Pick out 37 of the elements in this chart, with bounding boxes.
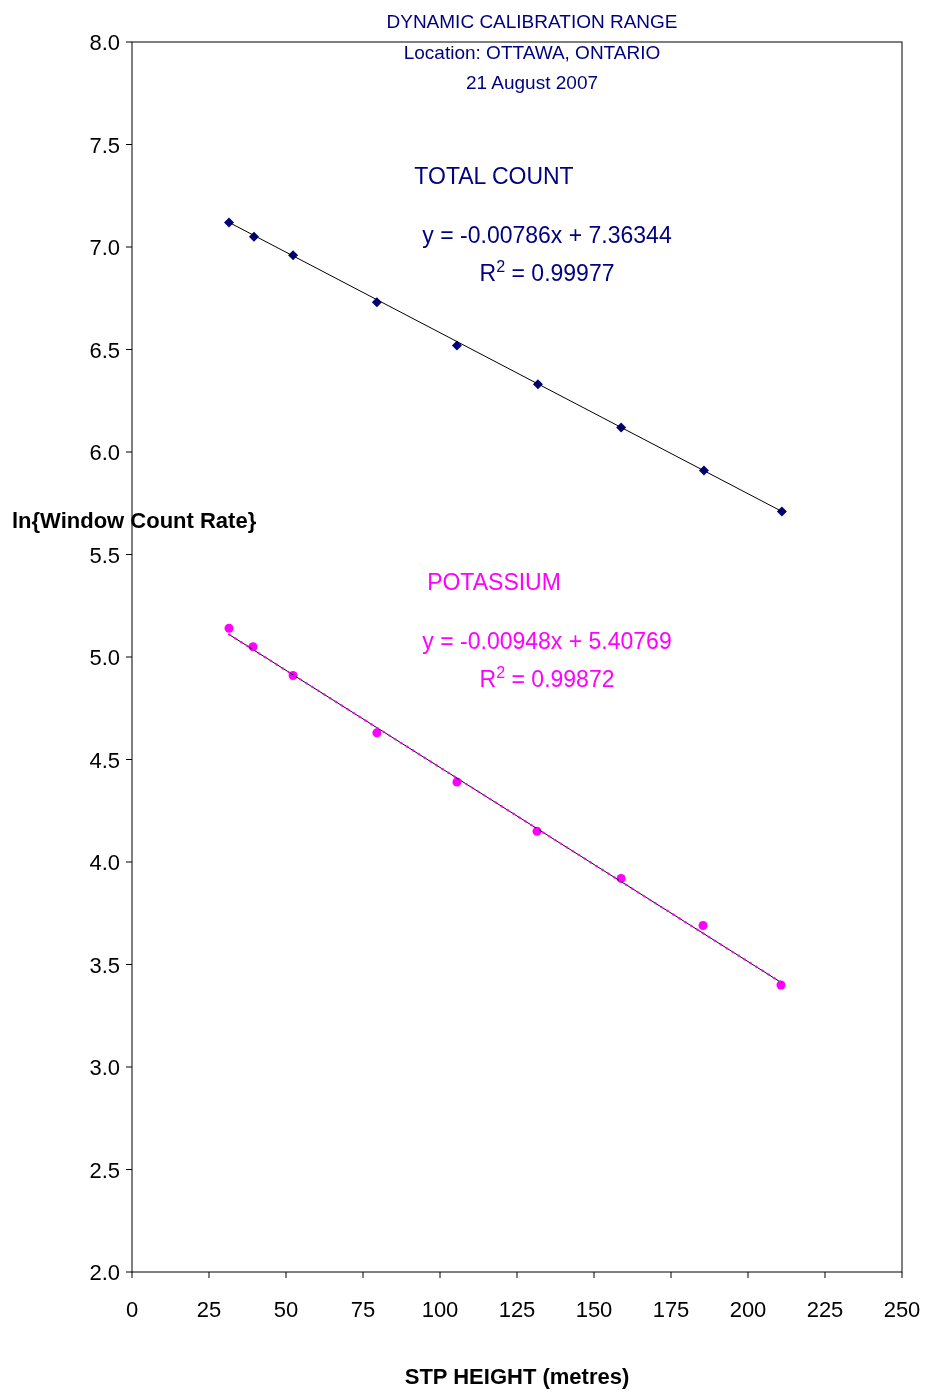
y-tick-label: 6.0 bbox=[89, 440, 120, 465]
y-tick-label: 8.0 bbox=[89, 30, 120, 55]
chart-title: DYNAMIC CALIBRATION RANGE bbox=[386, 11, 678, 32]
y-tick-label: 5.5 bbox=[89, 542, 120, 568]
text: POTASSIUM bbox=[427, 569, 561, 596]
y-tick-label: 4.5 bbox=[89, 747, 120, 773]
y-tick-label: 6.5 bbox=[89, 337, 120, 363]
y-tick-label: 7.0 bbox=[89, 235, 120, 260]
x-tick-label: 125 bbox=[498, 1297, 536, 1322]
x-tick-label: 225 bbox=[806, 1297, 844, 1322]
annotation: y = -0.00948x + 5.40769 bbox=[422, 628, 672, 655]
y-tick-label: 2.0 bbox=[89, 1260, 120, 1285]
y-tick-label: 2.5 bbox=[89, 1157, 120, 1183]
x-tick-label: 175 bbox=[652, 1297, 690, 1322]
text: TOTAL COUNT bbox=[414, 163, 574, 190]
y-tick-label: 3.5 bbox=[89, 952, 120, 978]
point bbox=[372, 728, 382, 738]
y-tick-label: 4.0 bbox=[89, 850, 120, 875]
x-tick-label: 250 bbox=[883, 1297, 921, 1322]
x-tick-label: 100 bbox=[421, 1297, 459, 1322]
point bbox=[224, 623, 234, 633]
annotation: R$^{2}$ = 0.99977 bbox=[479, 257, 615, 287]
y-tick-label: 7.5 bbox=[89, 132, 120, 158]
x-tick-label: 50 bbox=[273, 1297, 299, 1322]
annotation: R$^{2}$ = 0.99872 bbox=[479, 663, 615, 693]
y-tick-label: 5.0 bbox=[89, 645, 120, 670]
y-axis-title: ln{Window Count Rate} bbox=[12, 508, 257, 533]
x-axis-title: STP HEIGHT (metres) bbox=[404, 1364, 630, 1389]
x-tick-label: 200 bbox=[729, 1297, 767, 1322]
x-tick-label: 150 bbox=[575, 1297, 613, 1322]
x-tick-label: 25 bbox=[196, 1297, 222, 1322]
point bbox=[698, 921, 708, 931]
annotation: y = -0.00786x + 7.36344 bbox=[422, 222, 672, 249]
y-tick-label: 3.0 bbox=[89, 1055, 120, 1080]
x-tick-label: 75 bbox=[350, 1297, 376, 1322]
text: Location: OTTAWA, ONTARIO 21 August 2007 bbox=[403, 42, 661, 93]
x-tick-label: 0 bbox=[125, 1297, 139, 1322]
